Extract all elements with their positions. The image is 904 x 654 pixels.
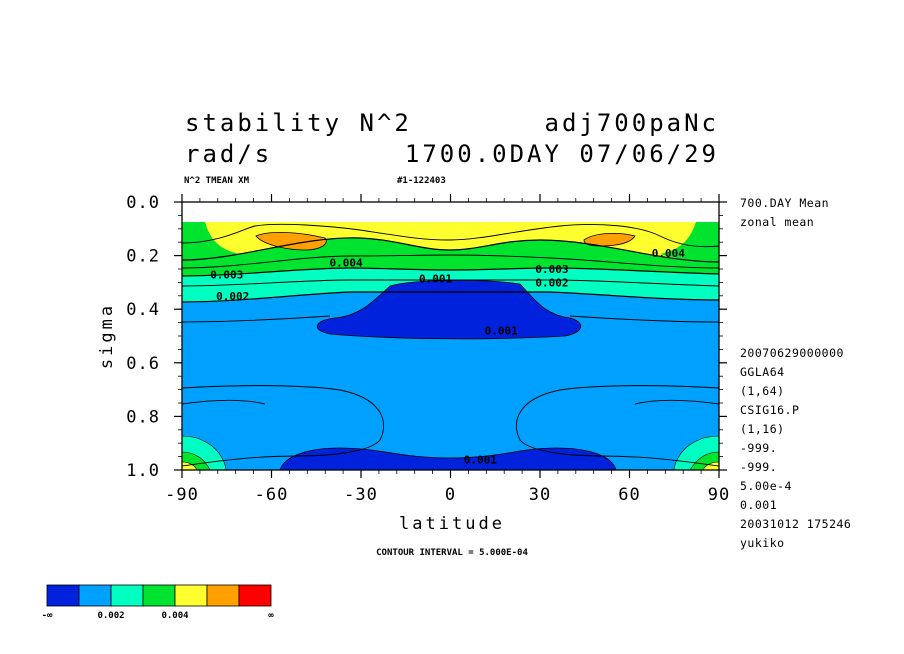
y-tick-label: 0.4	[126, 300, 160, 320]
side-meta-line: 20031012 175246	[740, 517, 851, 531]
contour-interval-label: CONTOUR INTERVAL = 5.000E-04	[376, 548, 528, 558]
side-meta-line: 5.00e-4	[740, 479, 792, 493]
region-darkblue-middle	[317, 279, 582, 340]
side-meta-line: (1,64)	[740, 384, 785, 398]
colorbar-label: -∞	[42, 611, 53, 621]
contour-label: 0.001	[464, 453, 497, 466]
contour-label: 0.003	[210, 268, 243, 281]
y-tick-label: 0.0	[126, 193, 160, 213]
contour-label: 0.001	[419, 272, 452, 285]
contour-label: 0.001	[485, 325, 518, 338]
contour-label: 0.004	[330, 256, 363, 269]
x-tick-label: 0	[445, 485, 456, 505]
y-axis-label: sigma	[97, 303, 117, 369]
y-tick-label: 0.8	[126, 407, 160, 427]
colorbar-swatch	[110, 584, 144, 607]
x-tick-label: -60	[255, 485, 289, 505]
colorbar-swatch	[206, 584, 240, 607]
colorbar-swatch	[78, 584, 112, 607]
varname-label: N^2 TMEAN XM	[184, 176, 250, 186]
time-label: 1700.0DAY 07/06/29	[405, 140, 719, 168]
colorbar-swatch	[238, 584, 272, 607]
contour-label: 0.003	[535, 263, 568, 276]
colorbar-swatch	[142, 584, 176, 607]
side-meta-line: -999.	[740, 460, 777, 474]
side-meta-line: 20070629000000	[740, 346, 844, 360]
units-label: rad/s	[185, 140, 272, 168]
region-no-data-top	[182, 202, 719, 222]
y-tick-label: 0.2	[126, 247, 160, 267]
x-tick-label: 30	[529, 485, 551, 505]
title-right: adj700paNc	[545, 109, 720, 137]
colorbar-label: 0.002	[97, 611, 124, 621]
side-info-line2: zonal mean	[740, 215, 814, 229]
side-meta-line: CSIG16.P	[740, 403, 799, 417]
contour-field	[182, 202, 719, 470]
region-darkblue-bottom	[279, 447, 617, 470]
colorbar-swatch	[46, 584, 80, 607]
side-metadata: 20070629000000 GGLA64 (1,64) CSIG16.P (1,16)…	[740, 346, 851, 550]
x-tick-label: 90	[708, 485, 730, 505]
side-meta-line: GGLA64	[740, 365, 785, 379]
side-info-line1: 700.DAY Mean	[740, 196, 829, 210]
region-upper-yellow	[182, 222, 719, 262]
x-tick-label: -90	[165, 485, 199, 505]
side-meta-line: -999.	[740, 441, 777, 455]
x-tick-label: 60	[618, 485, 640, 505]
run-id-label: #1-122403	[397, 176, 446, 186]
colorbar-label: ∞	[268, 611, 274, 621]
colorbar: -∞ 0.002 0.004 ∞	[42, 584, 274, 621]
side-meta-line: yukiko	[740, 536, 785, 550]
colorbar-swatch	[174, 584, 208, 607]
x-tick-label: -30	[344, 485, 378, 505]
contour-label: 0.002	[535, 276, 568, 289]
contour-label: 0.004	[652, 247, 685, 260]
contour-lines	[182, 223, 719, 467]
side-meta-line: (1,16)	[740, 422, 785, 436]
y-tick-label: 0.6	[126, 354, 160, 374]
y-tick-label: 1.0	[126, 461, 160, 481]
side-meta-line: 0.001	[740, 498, 777, 512]
contour-labels: 0.0040.0030.0020.0010.0010.0010.0030.002…	[210, 247, 685, 466]
colorbar-label: 0.004	[161, 611, 189, 621]
axis-ticks: -90 -60 -30 0 30 60 90 0.0 0.2 0.4 0.6 0.8 1.0	[126, 193, 730, 505]
region-orange-max-south	[255, 231, 327, 251]
x-axis-label: latitude	[399, 514, 505, 534]
contour-label: 0.002	[216, 290, 249, 303]
title-left: stability N^2	[185, 109, 412, 137]
